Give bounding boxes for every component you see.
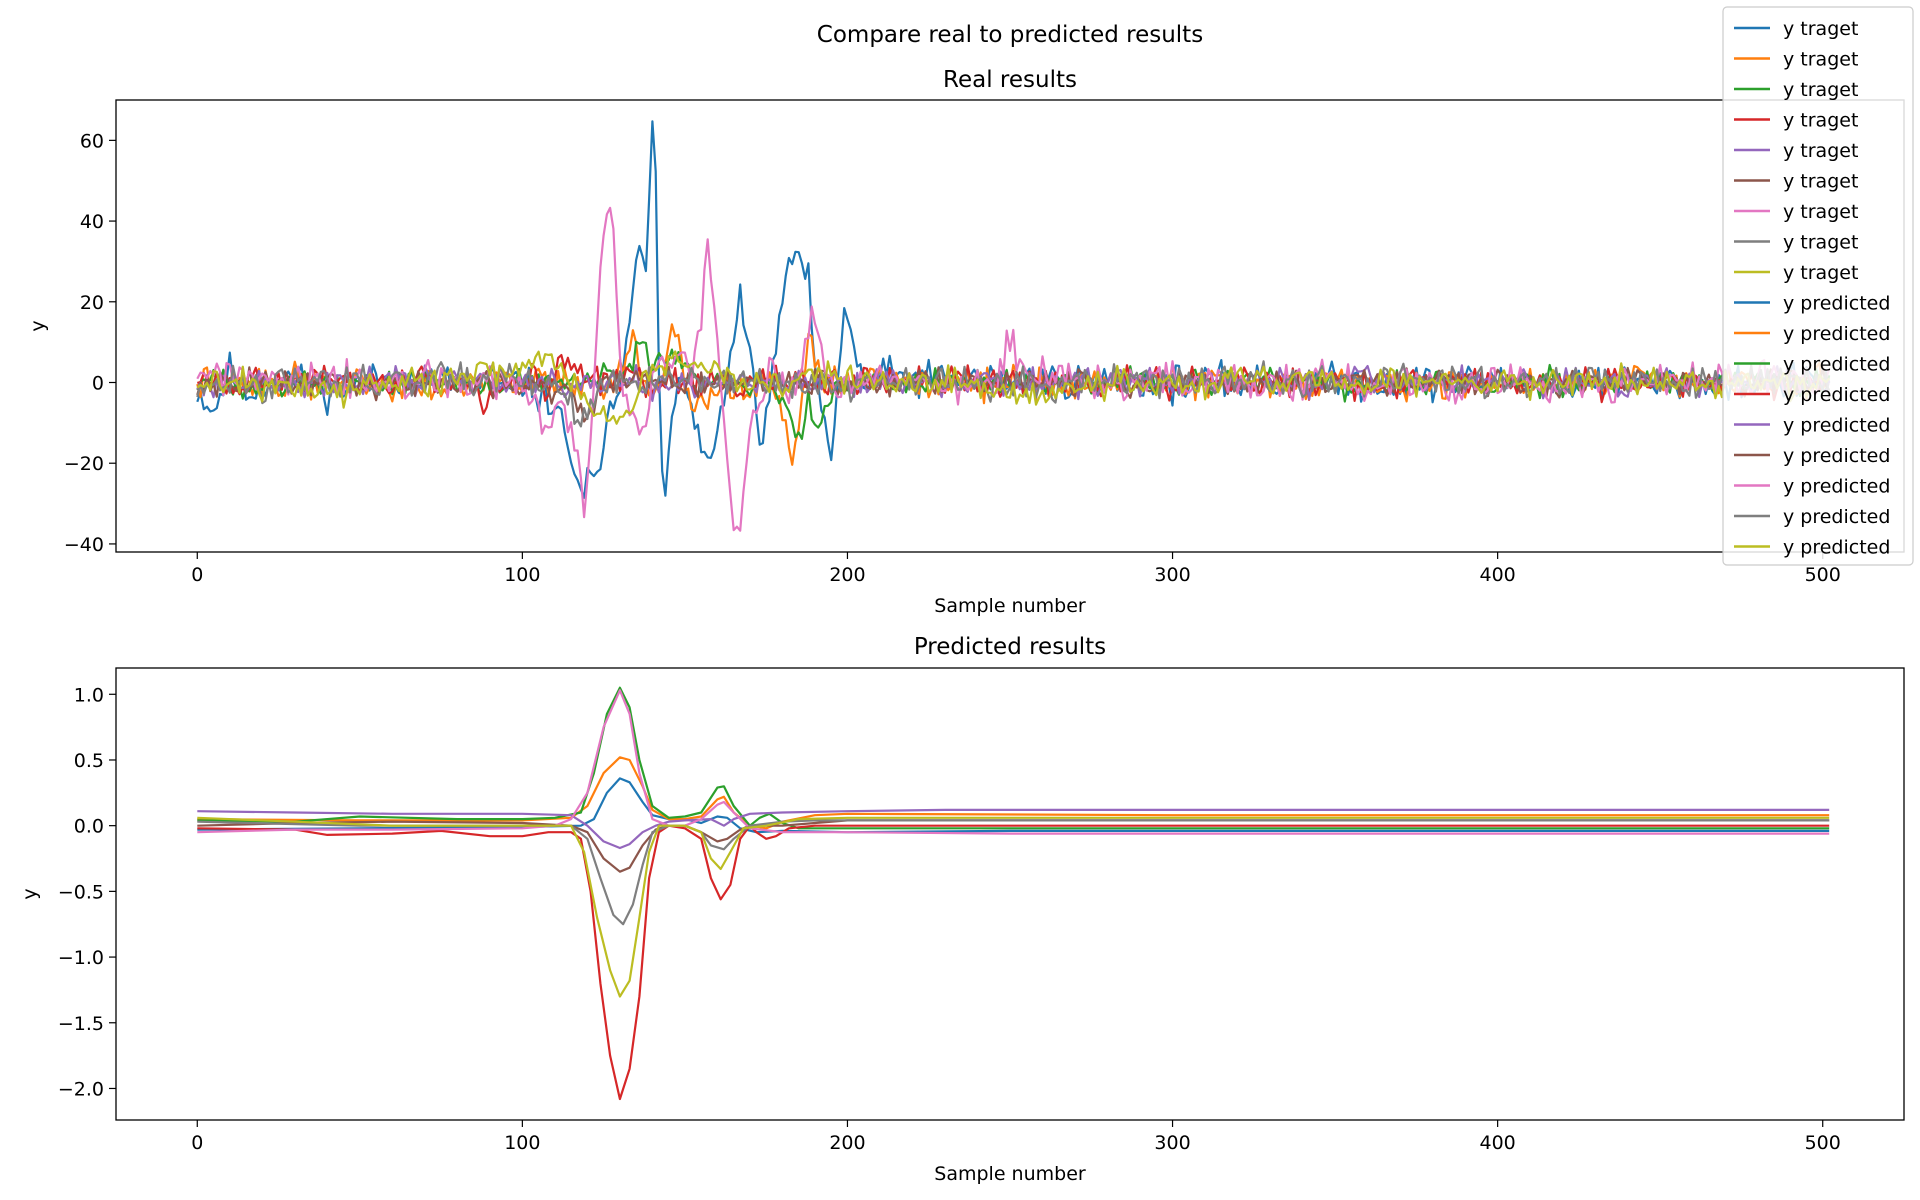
real-results-x-tick-label: 300 [1154, 564, 1190, 586]
legend-label: y traget [1783, 171, 1858, 193]
legend-label: y predicted [1783, 415, 1890, 437]
legend-entries: y traget y traget y traget y traget y traget… [1734, 18, 1890, 559]
legend: y traget y traget y traget y traget y traget… [1722, 6, 1914, 566]
legend-label: y traget [1783, 201, 1858, 223]
predicted-results-panel: Predicted results 0 100 200 300 400 500 −2.0−… [19, 634, 1905, 1185]
real-results-x-axis: 0 100 200 300 400 500 [191, 552, 1841, 586]
legend-label: y traget [1783, 232, 1858, 254]
legend-label: y traget [1783, 18, 1858, 40]
real-results-x-tick-label: 500 [1805, 564, 1841, 586]
predicted-results-y-tick-label: −1.0 [58, 947, 104, 969]
predicted-results-y-tick-label: 1.0 [74, 684, 104, 706]
predicted-results-x-label: Sample number [934, 1163, 1086, 1185]
real-results-series-8 [196, 360, 1831, 428]
predicted-results-frame [115, 667, 1905, 1121]
predicted-results-x-axis: 0 100 200 300 400 500 [191, 1120, 1841, 1154]
legend-label: y predicted [1783, 476, 1890, 498]
real-results-y-axis: −40 −20 0 20 40 60 [64, 130, 116, 556]
real-results-y-tick-label: 20 [80, 292, 104, 314]
predicted-results-y-tick-label: −2.0 [58, 1078, 104, 1100]
real-results-y-tick-label: 40 [80, 211, 104, 233]
predicted-results-series-9 [197, 816, 1830, 998]
legend-box [1722, 6, 1914, 566]
predicted-results-series-4 [197, 824, 1830, 1101]
real-results-x-tick-label: 200 [829, 564, 865, 586]
predicted-results-x-tick-label: 500 [1805, 1132, 1841, 1154]
predicted-results-y-tick-label: −1.5 [58, 1013, 104, 1035]
real-results-y-label: y [27, 320, 49, 331]
real-results-series [196, 120, 1831, 532]
real-results-x-tick-label: 400 [1480, 564, 1516, 586]
predicted-results-y-label: y [19, 888, 41, 899]
predicted-results-series-2 [197, 756, 1830, 830]
legend-label: y predicted [1783, 445, 1890, 467]
predicted-results-y-tick-label: 0.5 [74, 750, 104, 772]
real-results-x-tick-label: 100 [504, 564, 540, 586]
predicted-results-series [197, 686, 1830, 1101]
legend-label: y predicted [1783, 384, 1890, 406]
legend-label: y traget [1783, 49, 1858, 71]
predicted-results-y-tick-label: −0.5 [58, 881, 104, 903]
legend-label: y traget [1783, 110, 1858, 132]
predicted-results-title: Predicted results [914, 634, 1106, 660]
predicted-results-plot-area [116, 668, 1904, 1120]
legend-label: y predicted [1783, 323, 1890, 345]
predicted-results-y-tick-label: 0.0 [74, 816, 104, 838]
real-results-series-9 [196, 350, 1831, 425]
legend-label: y predicted [1783, 537, 1890, 559]
real-results-title: Real results [943, 67, 1077, 93]
legend-label: y predicted [1783, 354, 1890, 376]
legend-label: y predicted [1783, 506, 1890, 528]
predicted-results-x-tick-label: 300 [1154, 1132, 1190, 1154]
predicted-results-x-tick-label: 400 [1480, 1132, 1516, 1154]
real-results-x-tick-label: 0 [191, 564, 203, 586]
legend-label: y traget [1783, 79, 1858, 101]
real-results-plot-area [116, 100, 1904, 552]
real-results-panel: Real results 0 100 200 300 400 500 −40 −20 0 20 4… [27, 67, 1905, 617]
legend-label: y predicted [1783, 293, 1890, 315]
predicted-results-x-tick-label: 100 [504, 1132, 540, 1154]
predicted-results-y-axis: −2.0 −1.5 −1.0 −0.5 0.0 0.5 1.0 [58, 684, 116, 1100]
legend-label: y traget [1783, 262, 1858, 284]
real-results-y-tick-label: 0 [92, 373, 104, 395]
real-results-y-tick-label: 60 [80, 130, 104, 152]
predicted-results-x-tick-label: 200 [829, 1132, 865, 1154]
legend-label: y traget [1783, 140, 1858, 162]
real-results-x-label: Sample number [934, 595, 1086, 617]
real-results-y-tick-label: −20 [64, 453, 104, 475]
predicted-results-x-tick-label: 0 [191, 1132, 203, 1154]
figure-suptitle: Compare real to predicted results [817, 22, 1203, 48]
real-results-y-tick-label: −40 [64, 534, 104, 556]
predicted-results-series-5 [197, 808, 1830, 850]
real-results-series-7 [196, 206, 1831, 532]
